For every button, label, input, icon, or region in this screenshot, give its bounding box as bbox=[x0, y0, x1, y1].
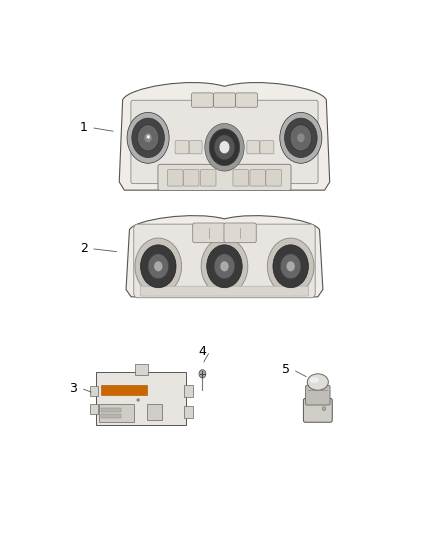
FancyBboxPatch shape bbox=[101, 385, 148, 395]
Ellipse shape bbox=[322, 407, 325, 411]
FancyBboxPatch shape bbox=[200, 169, 216, 186]
Ellipse shape bbox=[137, 125, 159, 151]
Ellipse shape bbox=[273, 245, 308, 288]
Ellipse shape bbox=[214, 135, 235, 159]
Text: ✱: ✱ bbox=[146, 135, 150, 140]
FancyBboxPatch shape bbox=[189, 141, 202, 154]
FancyBboxPatch shape bbox=[191, 93, 213, 107]
Ellipse shape bbox=[135, 238, 182, 295]
FancyBboxPatch shape bbox=[250, 169, 265, 186]
FancyBboxPatch shape bbox=[101, 414, 121, 418]
Ellipse shape bbox=[148, 254, 169, 279]
FancyBboxPatch shape bbox=[306, 385, 330, 405]
Ellipse shape bbox=[297, 133, 304, 142]
Ellipse shape bbox=[205, 124, 244, 171]
FancyBboxPatch shape bbox=[99, 403, 134, 422]
Text: 3: 3 bbox=[70, 382, 78, 394]
Ellipse shape bbox=[220, 261, 229, 271]
Ellipse shape bbox=[280, 254, 301, 279]
Ellipse shape bbox=[214, 254, 235, 279]
FancyBboxPatch shape bbox=[134, 364, 148, 375]
Text: 2: 2 bbox=[80, 242, 88, 255]
PathPatch shape bbox=[126, 216, 323, 297]
FancyBboxPatch shape bbox=[224, 223, 256, 243]
Ellipse shape bbox=[132, 118, 164, 158]
PathPatch shape bbox=[119, 83, 330, 190]
FancyBboxPatch shape bbox=[101, 408, 121, 412]
Ellipse shape bbox=[141, 245, 176, 288]
Ellipse shape bbox=[285, 118, 317, 158]
FancyBboxPatch shape bbox=[236, 93, 258, 107]
FancyBboxPatch shape bbox=[140, 286, 309, 296]
FancyBboxPatch shape bbox=[233, 169, 249, 186]
Ellipse shape bbox=[154, 261, 162, 271]
Ellipse shape bbox=[267, 238, 314, 295]
FancyBboxPatch shape bbox=[90, 386, 98, 396]
Ellipse shape bbox=[307, 374, 328, 390]
Ellipse shape bbox=[280, 112, 322, 163]
Ellipse shape bbox=[145, 133, 152, 142]
Ellipse shape bbox=[207, 245, 242, 288]
Ellipse shape bbox=[219, 141, 230, 154]
FancyBboxPatch shape bbox=[148, 404, 162, 420]
Text: 1: 1 bbox=[80, 121, 88, 134]
FancyBboxPatch shape bbox=[90, 404, 98, 414]
FancyBboxPatch shape bbox=[260, 141, 274, 154]
Ellipse shape bbox=[286, 261, 295, 271]
FancyBboxPatch shape bbox=[184, 169, 199, 186]
Ellipse shape bbox=[201, 238, 248, 295]
Ellipse shape bbox=[199, 370, 206, 378]
FancyBboxPatch shape bbox=[134, 224, 315, 298]
Ellipse shape bbox=[290, 125, 312, 151]
FancyBboxPatch shape bbox=[158, 164, 291, 191]
Text: *: * bbox=[136, 398, 140, 407]
Ellipse shape bbox=[310, 377, 319, 383]
FancyBboxPatch shape bbox=[266, 169, 282, 186]
Ellipse shape bbox=[209, 129, 240, 166]
FancyBboxPatch shape bbox=[131, 100, 318, 183]
Text: 5: 5 bbox=[282, 363, 290, 376]
FancyBboxPatch shape bbox=[184, 385, 193, 397]
FancyBboxPatch shape bbox=[167, 169, 183, 186]
Text: 4: 4 bbox=[198, 345, 206, 358]
FancyBboxPatch shape bbox=[175, 141, 189, 154]
FancyBboxPatch shape bbox=[184, 406, 193, 418]
Ellipse shape bbox=[127, 112, 169, 163]
FancyBboxPatch shape bbox=[214, 93, 235, 107]
FancyBboxPatch shape bbox=[96, 372, 187, 425]
FancyBboxPatch shape bbox=[304, 399, 332, 422]
FancyBboxPatch shape bbox=[247, 141, 260, 154]
FancyBboxPatch shape bbox=[193, 223, 225, 243]
